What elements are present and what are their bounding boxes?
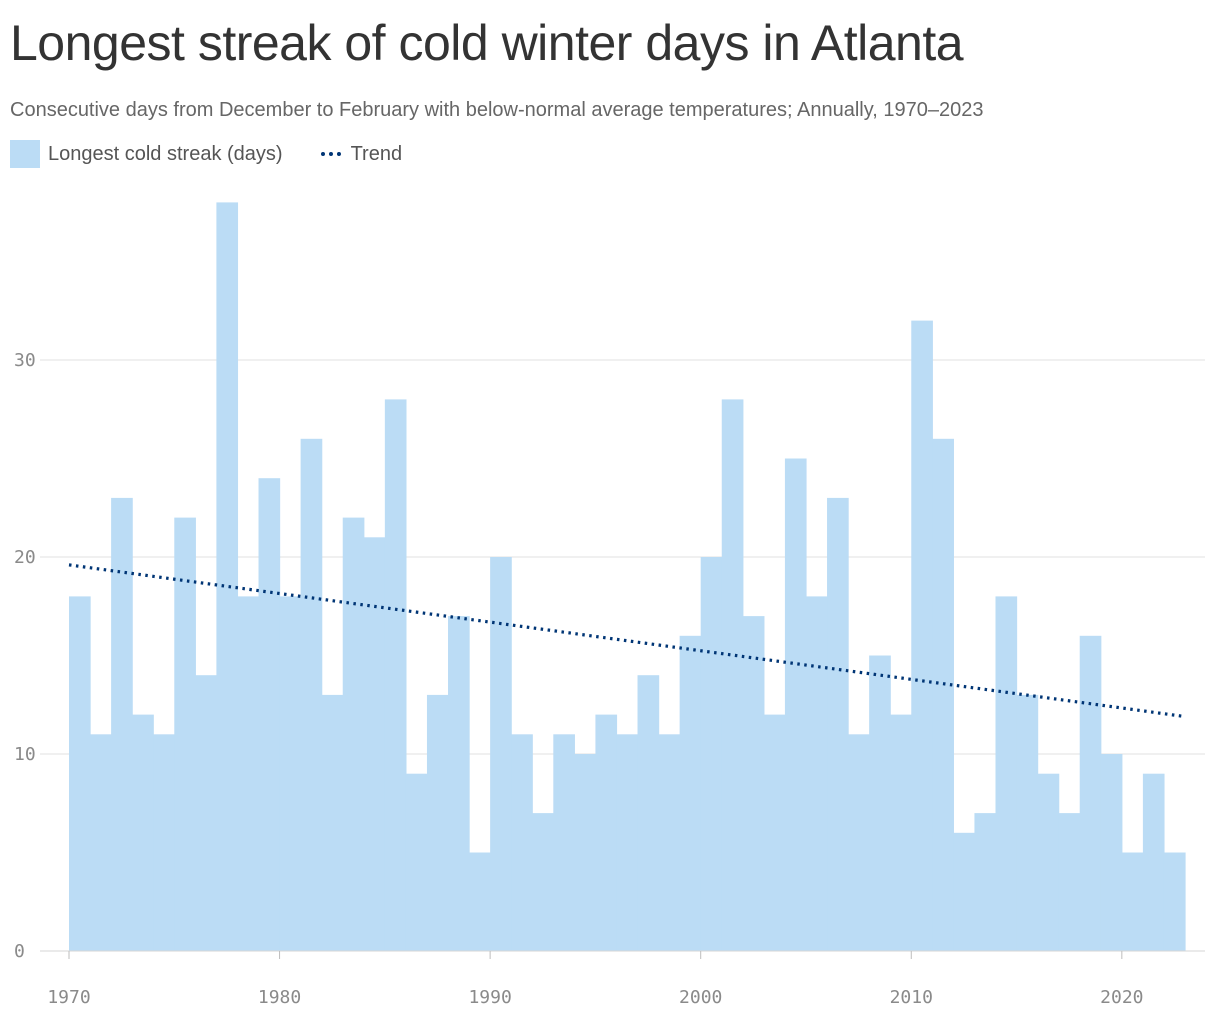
bar [469, 852, 491, 951]
bar [637, 675, 660, 951]
bars-layer [69, 202, 1186, 952]
bar [174, 517, 196, 951]
bar [700, 557, 723, 951]
bar [574, 754, 597, 951]
x-tick-label: 2020 [1100, 987, 1143, 1008]
bar [953, 832, 976, 951]
chart-subtitle: Consecutive days from December to Februa… [10, 99, 984, 121]
y-tick-label: 10 [14, 744, 36, 765]
bar [132, 714, 154, 951]
bar [763, 714, 786, 951]
chart-title: Longest streak of cold winter days in At… [10, 15, 964, 71]
bar [321, 694, 344, 951]
bar [1016, 694, 1039, 951]
x-tick-label: 1990 [468, 987, 511, 1008]
bar [869, 655, 891, 951]
bar [890, 714, 912, 951]
bar [69, 596, 91, 951]
legend-bar-label: Longest cold streak (days) [48, 142, 283, 165]
bar [658, 734, 681, 951]
bar [827, 497, 849, 951]
bar [553, 734, 575, 951]
bar [974, 813, 997, 951]
bar [679, 635, 702, 951]
bar [384, 399, 407, 951]
bar [616, 734, 639, 951]
trend-line [68, 563, 1186, 719]
bar [911, 320, 933, 952]
bar [1037, 773, 1060, 951]
bar [932, 438, 954, 951]
bar [1121, 852, 1144, 951]
bar [511, 734, 533, 951]
bar [405, 773, 428, 951]
bar [448, 616, 470, 951]
legend-trend-swatch [320, 152, 341, 156]
bar [742, 616, 765, 951]
bar [1163, 852, 1186, 951]
bar [805, 596, 828, 951]
x-tick-label: 2000 [679, 987, 722, 1008]
bar [279, 596, 302, 951]
bar [1142, 773, 1165, 951]
bar [342, 517, 365, 951]
bar [300, 438, 323, 951]
bar [153, 734, 175, 951]
bar [1058, 813, 1081, 951]
trend-layer [68, 563, 1186, 719]
bar [532, 813, 554, 951]
y-tick-label: 0 [14, 941, 25, 962]
y-tick-label: 30 [14, 350, 36, 371]
x-tick-label: 2010 [890, 987, 933, 1008]
bar [426, 694, 449, 951]
bar [363, 537, 386, 951]
bar [195, 675, 217, 951]
legend: Longest cold streak (days) Trend [10, 140, 402, 168]
x-tick-label: 1970 [47, 987, 90, 1008]
bar [258, 478, 281, 951]
bar [784, 458, 807, 951]
y-tick-label: 20 [14, 547, 36, 568]
bar [1100, 754, 1123, 951]
bar [1079, 635, 1102, 951]
axis-layer: 0 10 20 30 1970 1980 1990 2000 2010 2020 [14, 350, 1205, 1008]
bar [995, 596, 1018, 951]
bar [90, 734, 112, 951]
bar [721, 399, 744, 951]
bar [595, 714, 618, 951]
bar [111, 497, 133, 951]
bar [848, 734, 870, 951]
bar [237, 596, 260, 951]
bar [490, 557, 512, 951]
bar [216, 202, 239, 951]
x-tick-label: 1980 [258, 987, 301, 1008]
legend-trend-label: Trend [350, 142, 403, 165]
legend-bar-swatch [10, 140, 40, 168]
